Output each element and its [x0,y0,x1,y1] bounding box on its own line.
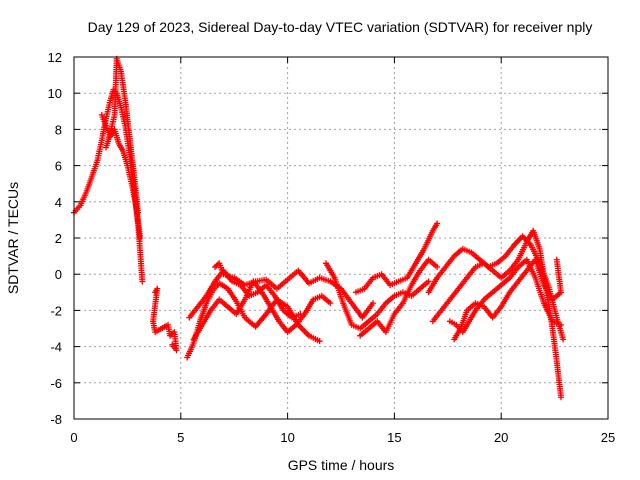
x-tick-label: 10 [280,430,294,445]
plus-marker [169,341,176,348]
x-axis-label: GPS time / hours [288,457,395,473]
plus-marker [327,300,334,307]
plus-marker [434,220,441,227]
series-arc-d [212,260,377,321]
y-tick-label: -2 [50,303,62,318]
y-tick-label: 0 [55,267,62,282]
plus-marker [558,321,565,328]
y-tick-label: 4 [55,195,62,210]
x-tick-label: 15 [387,430,401,445]
plus-marker [139,278,146,285]
grid-lines [74,57,608,419]
series-morning-inner [98,111,144,241]
x-tick-label: 25 [601,430,615,445]
y-tick-label: -4 [50,340,62,355]
plus-marker [434,263,441,270]
chart-title: Day 129 of 2023, Sidereal Day-to-day VTE… [88,19,593,35]
y-axis-label: SDTVAR / TECUs [5,182,21,294]
y-tick-label: 8 [55,122,62,137]
axis-ticks: 0 5 10 15 20 25 -8 -6 -4 -2 0 2 4 6 8 10 12 [48,50,616,445]
y-tick-label: -6 [50,376,62,391]
plus-marker [370,300,377,307]
plus-marker [558,394,565,401]
series-arc-i [429,227,565,401]
series-arc-f [353,220,441,296]
data-points [71,55,567,401]
x-tick-label: 0 [70,430,77,445]
plus-marker [560,336,567,343]
y-tick-label: 2 [55,231,62,246]
series-gap-fragments [150,285,180,354]
y-tick-label: 6 [55,159,62,174]
plus-marker [137,235,144,241]
plus-marker [553,256,560,263]
series-arc-c [190,278,334,343]
x-tick-label: 5 [177,430,184,445]
plus-marker [425,278,432,285]
y-tick-label: -8 [50,412,62,427]
series-arc-g [357,256,441,339]
x-tick-label: 20 [494,430,508,445]
series-arc-h [425,233,567,343]
plot-frame [73,56,609,420]
y-tick-label: 12 [48,50,62,65]
series-arc-k [451,256,564,343]
y-tick-label: 10 [48,86,62,101]
series-arc-j [446,256,565,336]
series-arc-e [323,260,432,332]
plus-marker [316,338,323,345]
